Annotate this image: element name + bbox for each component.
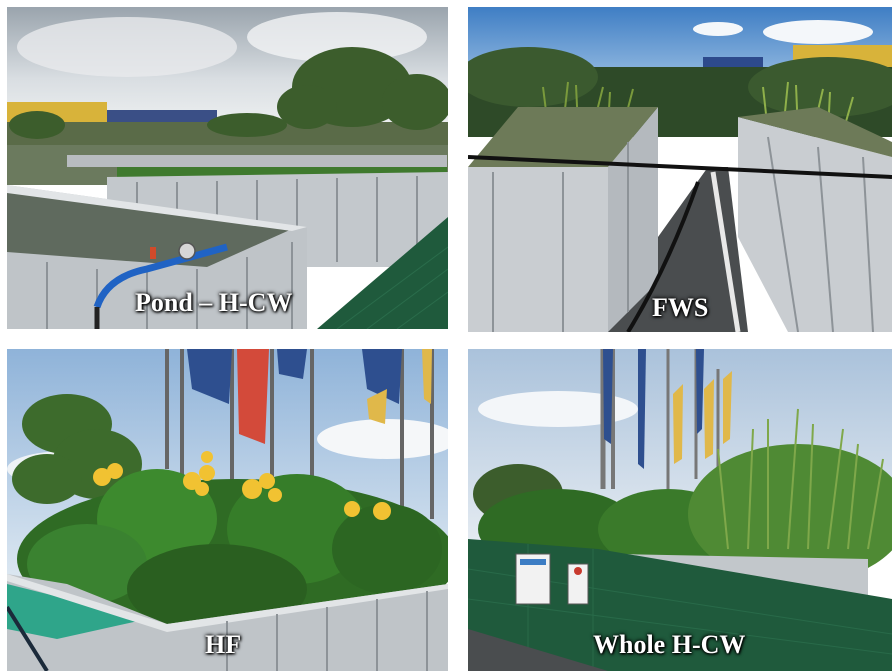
- left-fws-tank: [468, 107, 658, 332]
- paved-ground: [468, 629, 608, 671]
- photo-whole-hcw: [468, 349, 892, 671]
- fws-scene: [468, 7, 892, 332]
- yellow-canna-flowers: [93, 451, 391, 520]
- right-fws-tank: [738, 107, 892, 332]
- flag-poles: [165, 349, 434, 529]
- black-pipe: [468, 155, 892, 179]
- canna-foliage: [17, 469, 448, 639]
- caption-hf: HF: [205, 630, 242, 659]
- caption-whole-hcw: Whole H-CW: [593, 630, 746, 659]
- caption-pond-hcw: Pond – H-CW: [135, 288, 293, 317]
- photo-fws: [468, 7, 892, 332]
- water-meter-pipes: [93, 242, 228, 329]
- tree-cluster: [9, 47, 448, 139]
- hf-scene: [7, 349, 448, 671]
- photo-pond-hcw: [7, 7, 448, 329]
- pond-hcw-scene: [7, 7, 448, 329]
- green-mesh-fence: [317, 217, 448, 329]
- photo-hf: [7, 349, 448, 671]
- whole-hcw-scene: [468, 349, 892, 671]
- info-sign: [515, 553, 589, 605]
- caption-fws: FWS: [652, 293, 709, 322]
- hf-tank: [7, 574, 448, 671]
